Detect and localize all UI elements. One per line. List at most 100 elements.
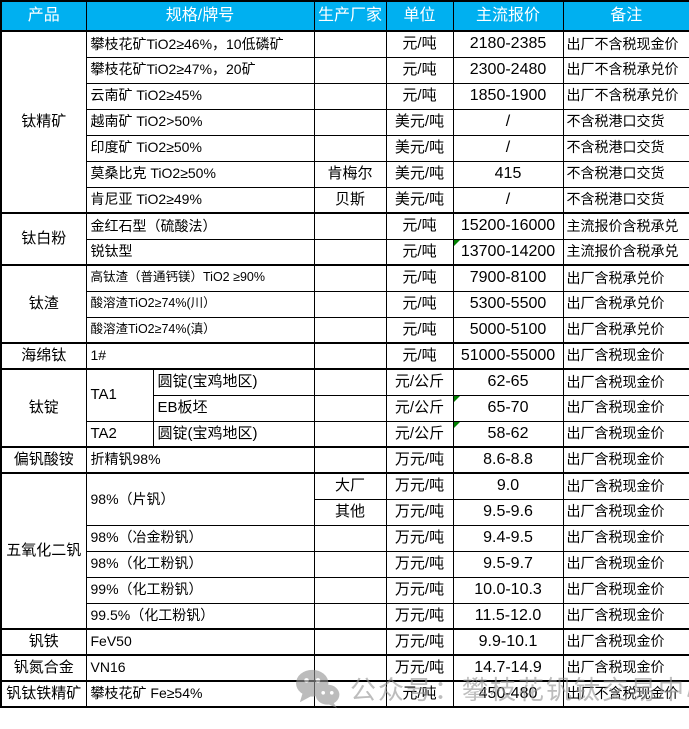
price-cell: 7900-8100 — [452, 264, 564, 292]
unit-cell: 元/公斤 — [385, 420, 454, 448]
table-row: 99.5%（化工粉钒） 万元/吨 11.5-12.0 出厂含税现金价 — [1, 602, 689, 630]
maker-cell — [313, 524, 387, 552]
maker-cell — [313, 290, 387, 318]
note-cell: 出厂含税现金价 — [562, 550, 689, 578]
maker-cell — [313, 30, 387, 58]
col-header-spec: 规格/牌号 — [85, 0, 315, 32]
unit-cell: 万元/吨 — [385, 524, 454, 552]
unit-cell: 万元/吨 — [385, 576, 454, 604]
price-cell: 5000-5100 — [452, 316, 564, 344]
spec-cell: 攀枝花矿TiO2≥46%，10低磷矿 — [85, 30, 315, 58]
price-cell: 9.4-9.5 — [452, 524, 564, 552]
unit-cell: 元/吨 — [385, 56, 454, 84]
maker-cell — [313, 238, 387, 266]
product-cell: 偏钒酸铵 — [0, 446, 87, 474]
spec-cell: 云南矿 TiO2≥45% — [85, 82, 315, 110]
unit-cell: 美元/吨 — [385, 186, 454, 214]
product-cell: 钒钛铁精矿 — [0, 680, 87, 708]
spec-cell: 98%（化工粉钒） — [85, 550, 315, 578]
col-header-product: 产品 — [0, 0, 87, 32]
maker-cell — [313, 602, 387, 630]
spec-cell: 98%（片钒） — [85, 472, 315, 526]
unit-cell: 万元/吨 — [385, 654, 454, 682]
price-cell: 62-65 — [452, 368, 564, 396]
shape-cell: 圆锭(宝鸡地区) — [152, 420, 315, 448]
table-row: 钛锭 TA1 圆锭(宝鸡地区) 元/公斤 62-65 出厂含税现金价 — [0, 368, 689, 448]
table-row: 印度矿 TiO2≥50% 美元/吨 / 不含税港口交货 — [1, 134, 689, 162]
price-cell: / — [452, 108, 564, 136]
price-cell: / — [452, 186, 564, 214]
note-cell: 出厂含税现金价 — [562, 654, 689, 682]
price-cell: 2300-2480 — [452, 56, 564, 84]
spec-cell: 攀枝花矿TiO2≥47%，20矿 — [85, 56, 315, 84]
spec-cell: 金红石型（硫酸法） — [85, 212, 315, 240]
note-cell: 出厂含税承兑价 — [562, 264, 689, 292]
unit-cell: 万元/吨 — [385, 628, 454, 656]
unit-cell: 元/吨 — [385, 316, 454, 344]
product-cell: 钛渣 — [0, 264, 87, 344]
table-row: 钒铁 FeV50 万元/吨 9.9-10.1 出厂含税现金价 — [0, 628, 689, 656]
product-cell: 钛精矿 — [0, 30, 87, 214]
unit-cell: 万元/吨 — [385, 498, 454, 526]
spec-cell: 越南矿 TiO2>50% — [85, 108, 315, 136]
table-row: 酸溶渣TiO2≥74%(滇） 元/吨 5000-5100 出厂含税承兑价 — [1, 316, 689, 344]
note-cell: 出厂不含税承兑价 — [562, 56, 689, 84]
note-cell: 出厂含税现金价 — [562, 368, 689, 396]
table-row: 越南矿 TiO2>50% 美元/吨 / 不含税港口交货 — [1, 108, 689, 136]
spec-cell: FeV50 — [85, 628, 315, 656]
table-row: 99%（化工粉钒） 万元/吨 10.0-10.3 出厂含税现金价 — [1, 576, 689, 604]
shape-cell: EB板坯 — [152, 394, 315, 422]
maker-cell — [313, 108, 387, 136]
maker-cell — [313, 446, 387, 474]
table-row: 98%（冶金粉钒） 万元/吨 9.4-9.5 出厂含税现金价 — [1, 524, 689, 552]
note-cell: 出厂含税现金价 — [562, 446, 689, 474]
comment-marker-icon — [454, 396, 460, 402]
maker-cell — [313, 56, 387, 84]
price-value: 58-62 — [487, 424, 529, 442]
maker-cell — [313, 394, 387, 422]
price-cell: 13700-14200 — [452, 238, 564, 266]
table-row: 钛渣 高钛渣（普通钙镁）TiO2 ≥90% 元/吨 7900-8100 出厂含税… — [0, 264, 689, 344]
table-row: 钒氮合金 VN16 万元/吨 14.7-14.9 出厂含税现金价 — [0, 654, 689, 682]
note-cell: 出厂含税现金价 — [562, 394, 689, 422]
spec-cell: 酸溶渣TiO2≥74%(川） — [85, 290, 315, 318]
product-cell: 五氧化二钒 — [0, 472, 87, 630]
unit-cell: 元/公斤 — [385, 394, 454, 422]
spec-cell: VN16 — [85, 654, 315, 682]
price-cell: 51000-55000 — [452, 342, 564, 370]
product-cell: 钛白粉 — [0, 212, 87, 266]
note-cell: 出厂含税现金价 — [562, 576, 689, 604]
product-cell: 钒铁 — [0, 628, 87, 656]
table-row: 肯尼亚 TiO2≥49% 贝斯 美元/吨 / 不含税港口交货 — [1, 186, 689, 214]
note-cell: 出厂不含税承兑价 — [562, 82, 689, 110]
price-table: 产品 规格/牌号 生产厂家 单位 主流报价 备注 钛精矿 攀枝花矿TiO2≥46… — [0, 0, 689, 708]
col-header-unit: 单位 — [385, 0, 454, 32]
note-cell: 不含税港口交货 — [562, 134, 689, 162]
spec-cell: 高钛渣（普通钙镁）TiO2 ≥90% — [85, 264, 315, 292]
spec-cell: 99.5%（化工粉钒） — [85, 602, 315, 630]
spec-cell: 印度矿 TiO2≥50% — [85, 134, 315, 162]
maker-cell — [313, 576, 387, 604]
table-row: 钛白粉 金红石型（硫酸法） 元/吨 15200-16000 主流报价含税承兑 — [0, 212, 689, 266]
maker-cell: 大厂 — [313, 472, 387, 500]
product-cell: 海绵钛 — [0, 342, 87, 370]
product-cell: 钛锭 — [0, 368, 87, 448]
spec-cell: 攀枝花矿 Fe≥54% — [85, 680, 315, 708]
note-cell: 出厂含税现金价 — [562, 628, 689, 656]
spec-cell: 肯尼亚 TiO2≥49% — [85, 186, 315, 214]
unit-cell: 万元/吨 — [385, 550, 454, 578]
note-cell: 出厂含税现金价 — [562, 602, 689, 630]
note-cell: 出厂含税承兑价 — [562, 290, 689, 318]
price-cell: 8.6-8.8 — [452, 446, 564, 474]
price-cell: 11.5-12.0 — [452, 602, 564, 630]
price-cell: 9.9-10.1 — [452, 628, 564, 656]
price-cell: 15200-16000 — [452, 212, 564, 240]
table-row: 攀枝花矿TiO2≥47%，20矿 元/吨 2300-2480 出厂不含税承兑价 — [1, 56, 689, 84]
unit-cell: 万元/吨 — [385, 472, 454, 500]
table-row: TA2 圆锭(宝鸡地区) 元/公斤 58-62 出厂含税现金价 — [1, 420, 689, 448]
maker-cell — [313, 82, 387, 110]
spec-cell: 锐钛型 — [85, 238, 315, 266]
maker-cell — [313, 680, 387, 708]
table-row: 钛精矿 攀枝花矿TiO2≥46%，10低磷矿 元/吨 2180-2385 出厂不… — [0, 30, 689, 214]
note-cell: 主流报价含税承兑 — [562, 212, 689, 240]
